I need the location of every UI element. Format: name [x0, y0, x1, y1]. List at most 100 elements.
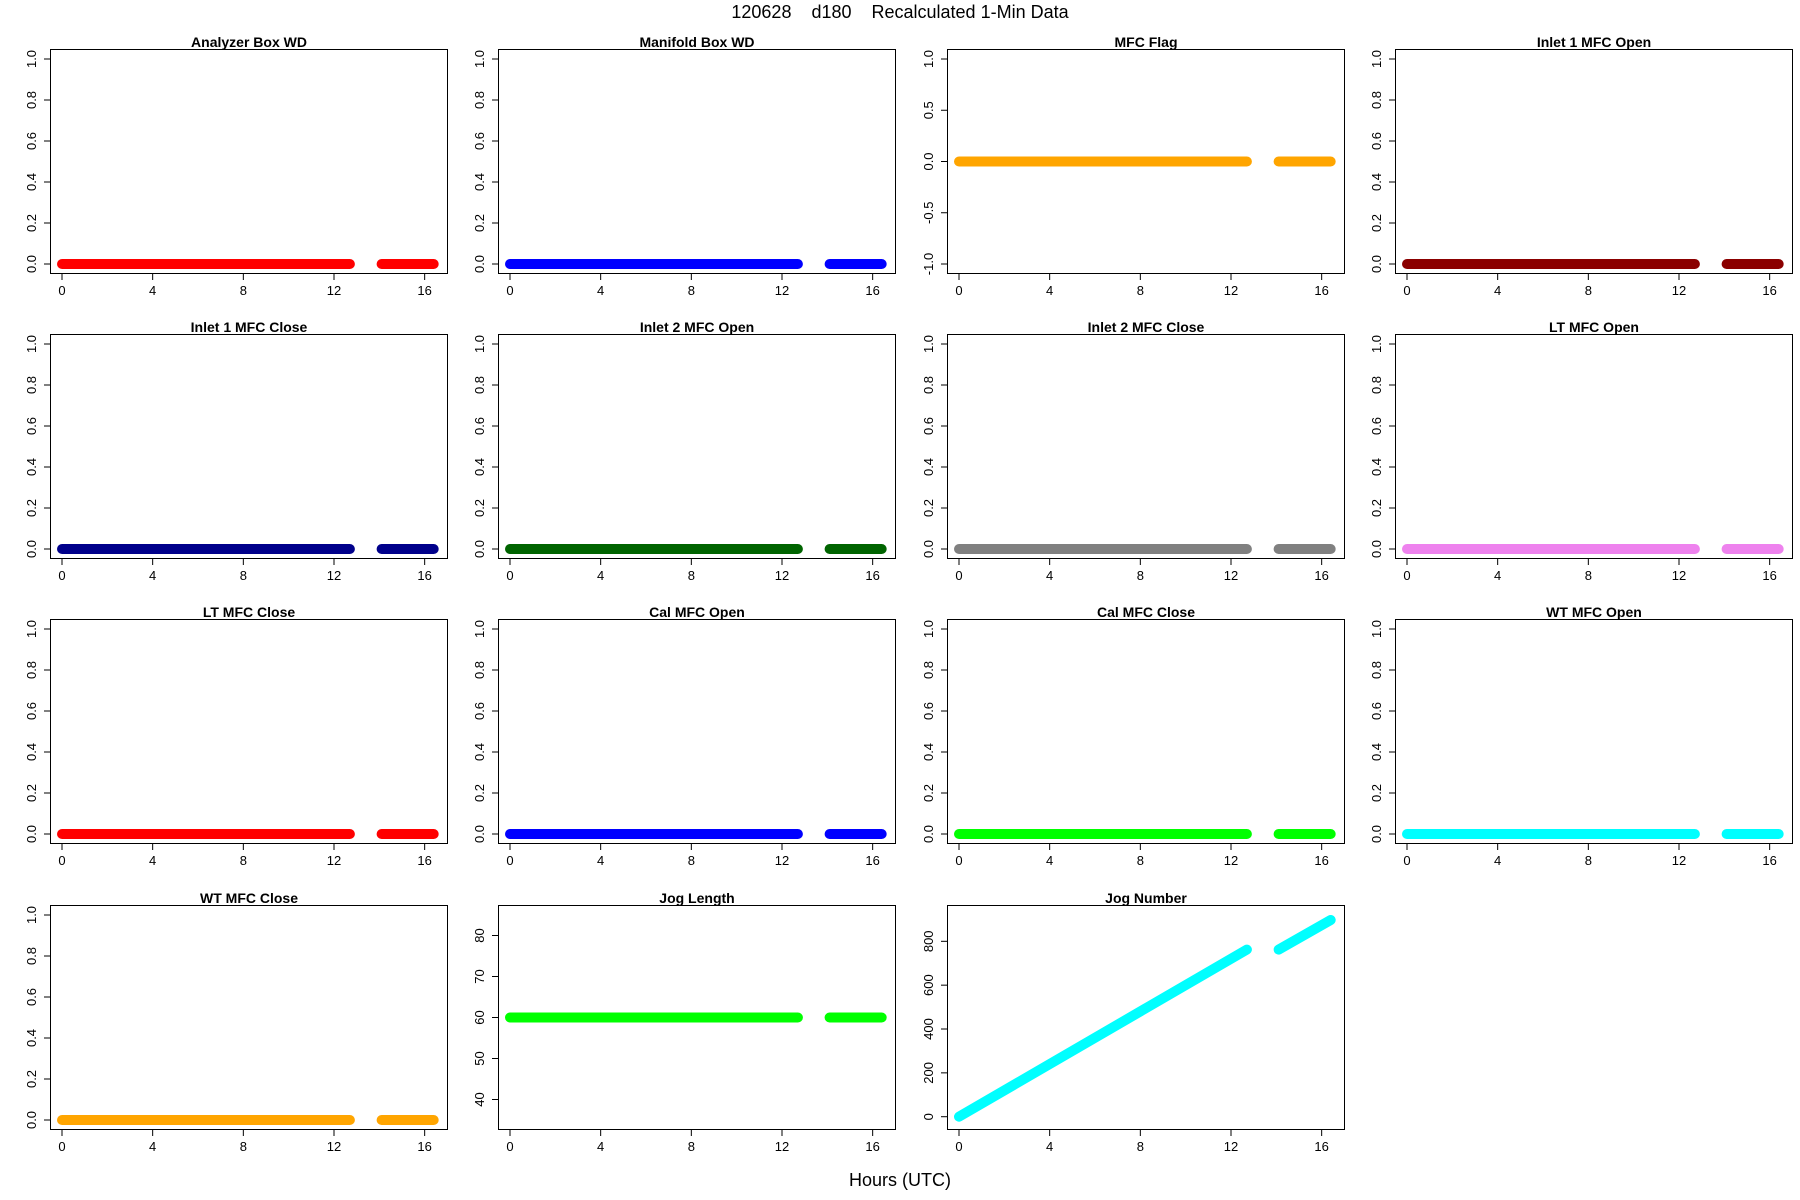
x-tick-label: 4: [597, 853, 604, 868]
x-tick-label: 16: [1314, 568, 1328, 583]
y-tick-label: 1.0: [472, 620, 487, 638]
y-axis: 0.0 0.2 0.4 0.6 0.8 1.0: [24, 50, 50, 273]
y-tick-label: 0.6: [1369, 132, 1384, 150]
y-tick-label: 0.6: [24, 417, 39, 435]
x-tick-label: 12: [775, 568, 789, 583]
y-axis: -1.0 -0.5 0.0 0.5 1.0: [921, 50, 947, 275]
x-tick-label: 0: [506, 1139, 513, 1154]
panel-title: Inlet 2 MFC Close: [1088, 319, 1205, 335]
x-tick-label: 8: [688, 283, 695, 298]
x-tick-label: 16: [1314, 283, 1328, 298]
x-tick-label: 8: [688, 853, 695, 868]
x-axis: 0 4 8 12 16: [58, 559, 432, 583]
y-tick-label: 60: [472, 1010, 487, 1024]
x-tick-label: 16: [865, 283, 879, 298]
x-tick-label: 4: [1046, 568, 1053, 583]
y-axis: 0.0 0.2 0.4 0.6 0.8 1.0: [921, 620, 947, 843]
x-tick-label: 12: [775, 853, 789, 868]
panel-4: Inlet 1 MFC Open 0 4 8 12 16 0.0 0.2 0.4 0.6 0.8 1.…: [1369, 34, 1793, 298]
x-tick-label: 16: [1314, 1139, 1328, 1154]
y-axis: 0.0 0.2 0.4 0.6 0.8 1.0: [472, 50, 498, 273]
panel-8: LT MFC Open 0 4 8 12 16 0.0 0.2 0.4 0.6 0.8 1.0: [1369, 319, 1793, 583]
panel-9: LT MFC Close 0 4 8 12 16 0.0 0.2 0.4 0.6 0.8 1.0: [24, 604, 448, 868]
x-tick-label: 0: [1403, 568, 1410, 583]
panel-title: LT MFC Close: [203, 604, 296, 620]
y-tick-label: 0.2: [24, 1070, 39, 1088]
y-tick-label: 0.6: [472, 132, 487, 150]
plot-frame: [947, 49, 1345, 274]
panel-12: WT MFC Open 0 4 8 12 16 0.0 0.2 0.4 0.6 0.8 1.0: [1369, 604, 1793, 868]
x-tick-label: 4: [1494, 568, 1501, 583]
x-tick-label: 4: [597, 568, 604, 583]
y-axis: 0.0 0.2 0.4 0.6 0.8 1.0: [24, 335, 50, 558]
y-tick-label: 0.4: [1369, 743, 1384, 761]
y-axis: 0.0 0.2 0.4 0.6 0.8 1.0: [24, 620, 50, 843]
plot-frame: [50, 619, 448, 844]
y-tick-label: 0.6: [921, 417, 936, 435]
x-tick-label: 12: [775, 283, 789, 298]
plot-frame: [947, 334, 1345, 559]
panel-title: Jog Length: [659, 890, 734, 906]
y-tick-label: 0.0: [1369, 255, 1384, 273]
x-tick-label: 8: [1137, 283, 1144, 298]
y-tick-label: 600: [921, 974, 936, 996]
x-tick-label: 12: [327, 1139, 341, 1154]
y-tick-label: 0.0: [24, 255, 39, 273]
panel-7: Inlet 2 MFC Close 0 4 8 12 16 0.0 0.2 0.4 0.6 0.8 1…: [921, 319, 1345, 583]
y-tick-label: 0.2: [24, 784, 39, 802]
x-tick-label: 16: [417, 1139, 431, 1154]
y-tick-label: 1.0: [1369, 335, 1384, 353]
x-tick-label: 16: [1762, 568, 1776, 583]
x-tick-label: 16: [417, 568, 431, 583]
panel-title: Manifold Box WD: [639, 34, 754, 50]
x-tick-label: 12: [1224, 853, 1238, 868]
y-tick-label: 0.6: [24, 988, 39, 1006]
y-tick-label: 0.0: [24, 1111, 39, 1129]
y-tick-label: 0.2: [1369, 214, 1384, 232]
x-tick-label: 0: [506, 853, 513, 868]
x-tick-label: 4: [597, 1139, 604, 1154]
x-tick-label: 4: [1046, 853, 1053, 868]
x-tick-label: 8: [1585, 283, 1592, 298]
plot-frame: [498, 619, 896, 844]
x-tick-label: 0: [955, 568, 962, 583]
x-axis: 0 4 8 12 16: [955, 1130, 1329, 1154]
x-axis: 0 4 8 12 16: [1403, 559, 1777, 583]
x-tick-label: 0: [506, 283, 513, 298]
x-axis: 0 4 8 12 16: [1403, 844, 1777, 868]
x-axis: 0 4 8 12 16: [955, 274, 1329, 298]
y-tick-label: 0.4: [1369, 173, 1384, 191]
y-tick-label: 0.4: [1369, 458, 1384, 476]
x-tick-label: 12: [775, 1139, 789, 1154]
y-tick-label: 0.4: [24, 458, 39, 476]
x-axis: 0 4 8 12 16: [955, 559, 1329, 583]
y-tick-label: 0.8: [24, 376, 39, 394]
panel-6: Inlet 2 MFC Open 0 4 8 12 16 0.0 0.2 0.4 0.6 0.8 1.…: [472, 319, 896, 583]
x-tick-label: 8: [688, 1139, 695, 1154]
y-tick-label: 0.6: [1369, 702, 1384, 720]
y-tick-label: 70: [472, 969, 487, 983]
panel-title: MFC Flag: [1115, 34, 1178, 50]
y-tick-label: 0.4: [24, 743, 39, 761]
x-axis: 0 4 8 12 16: [58, 274, 432, 298]
y-tick-label: 0.4: [24, 173, 39, 191]
y-tick-label: 1.0: [921, 50, 936, 68]
y-tick-label: 0.8: [1369, 91, 1384, 109]
x-tick-label: 0: [955, 1139, 962, 1154]
y-tick-label: 40: [472, 1092, 487, 1106]
y-tick-label: 0.4: [24, 1029, 39, 1047]
plot-frame: [50, 49, 448, 274]
y-tick-label: 0.8: [24, 947, 39, 965]
x-tick-label: 8: [240, 853, 247, 868]
x-tick-label: 0: [1403, 283, 1410, 298]
x-tick-label: 8: [1585, 568, 1592, 583]
y-tick-label: 0.0: [921, 825, 936, 843]
panel-title: Analyzer Box WD: [191, 34, 307, 50]
y-axis: 0 200 400 600 800: [921, 930, 947, 1120]
x-tick-label: 16: [865, 1139, 879, 1154]
y-tick-label: 0.6: [472, 417, 487, 435]
y-tick-label: -1.0: [921, 253, 936, 275]
y-tick-label: 0.8: [472, 91, 487, 109]
x-tick-label: 12: [327, 283, 341, 298]
plot-frame: [947, 905, 1345, 1130]
